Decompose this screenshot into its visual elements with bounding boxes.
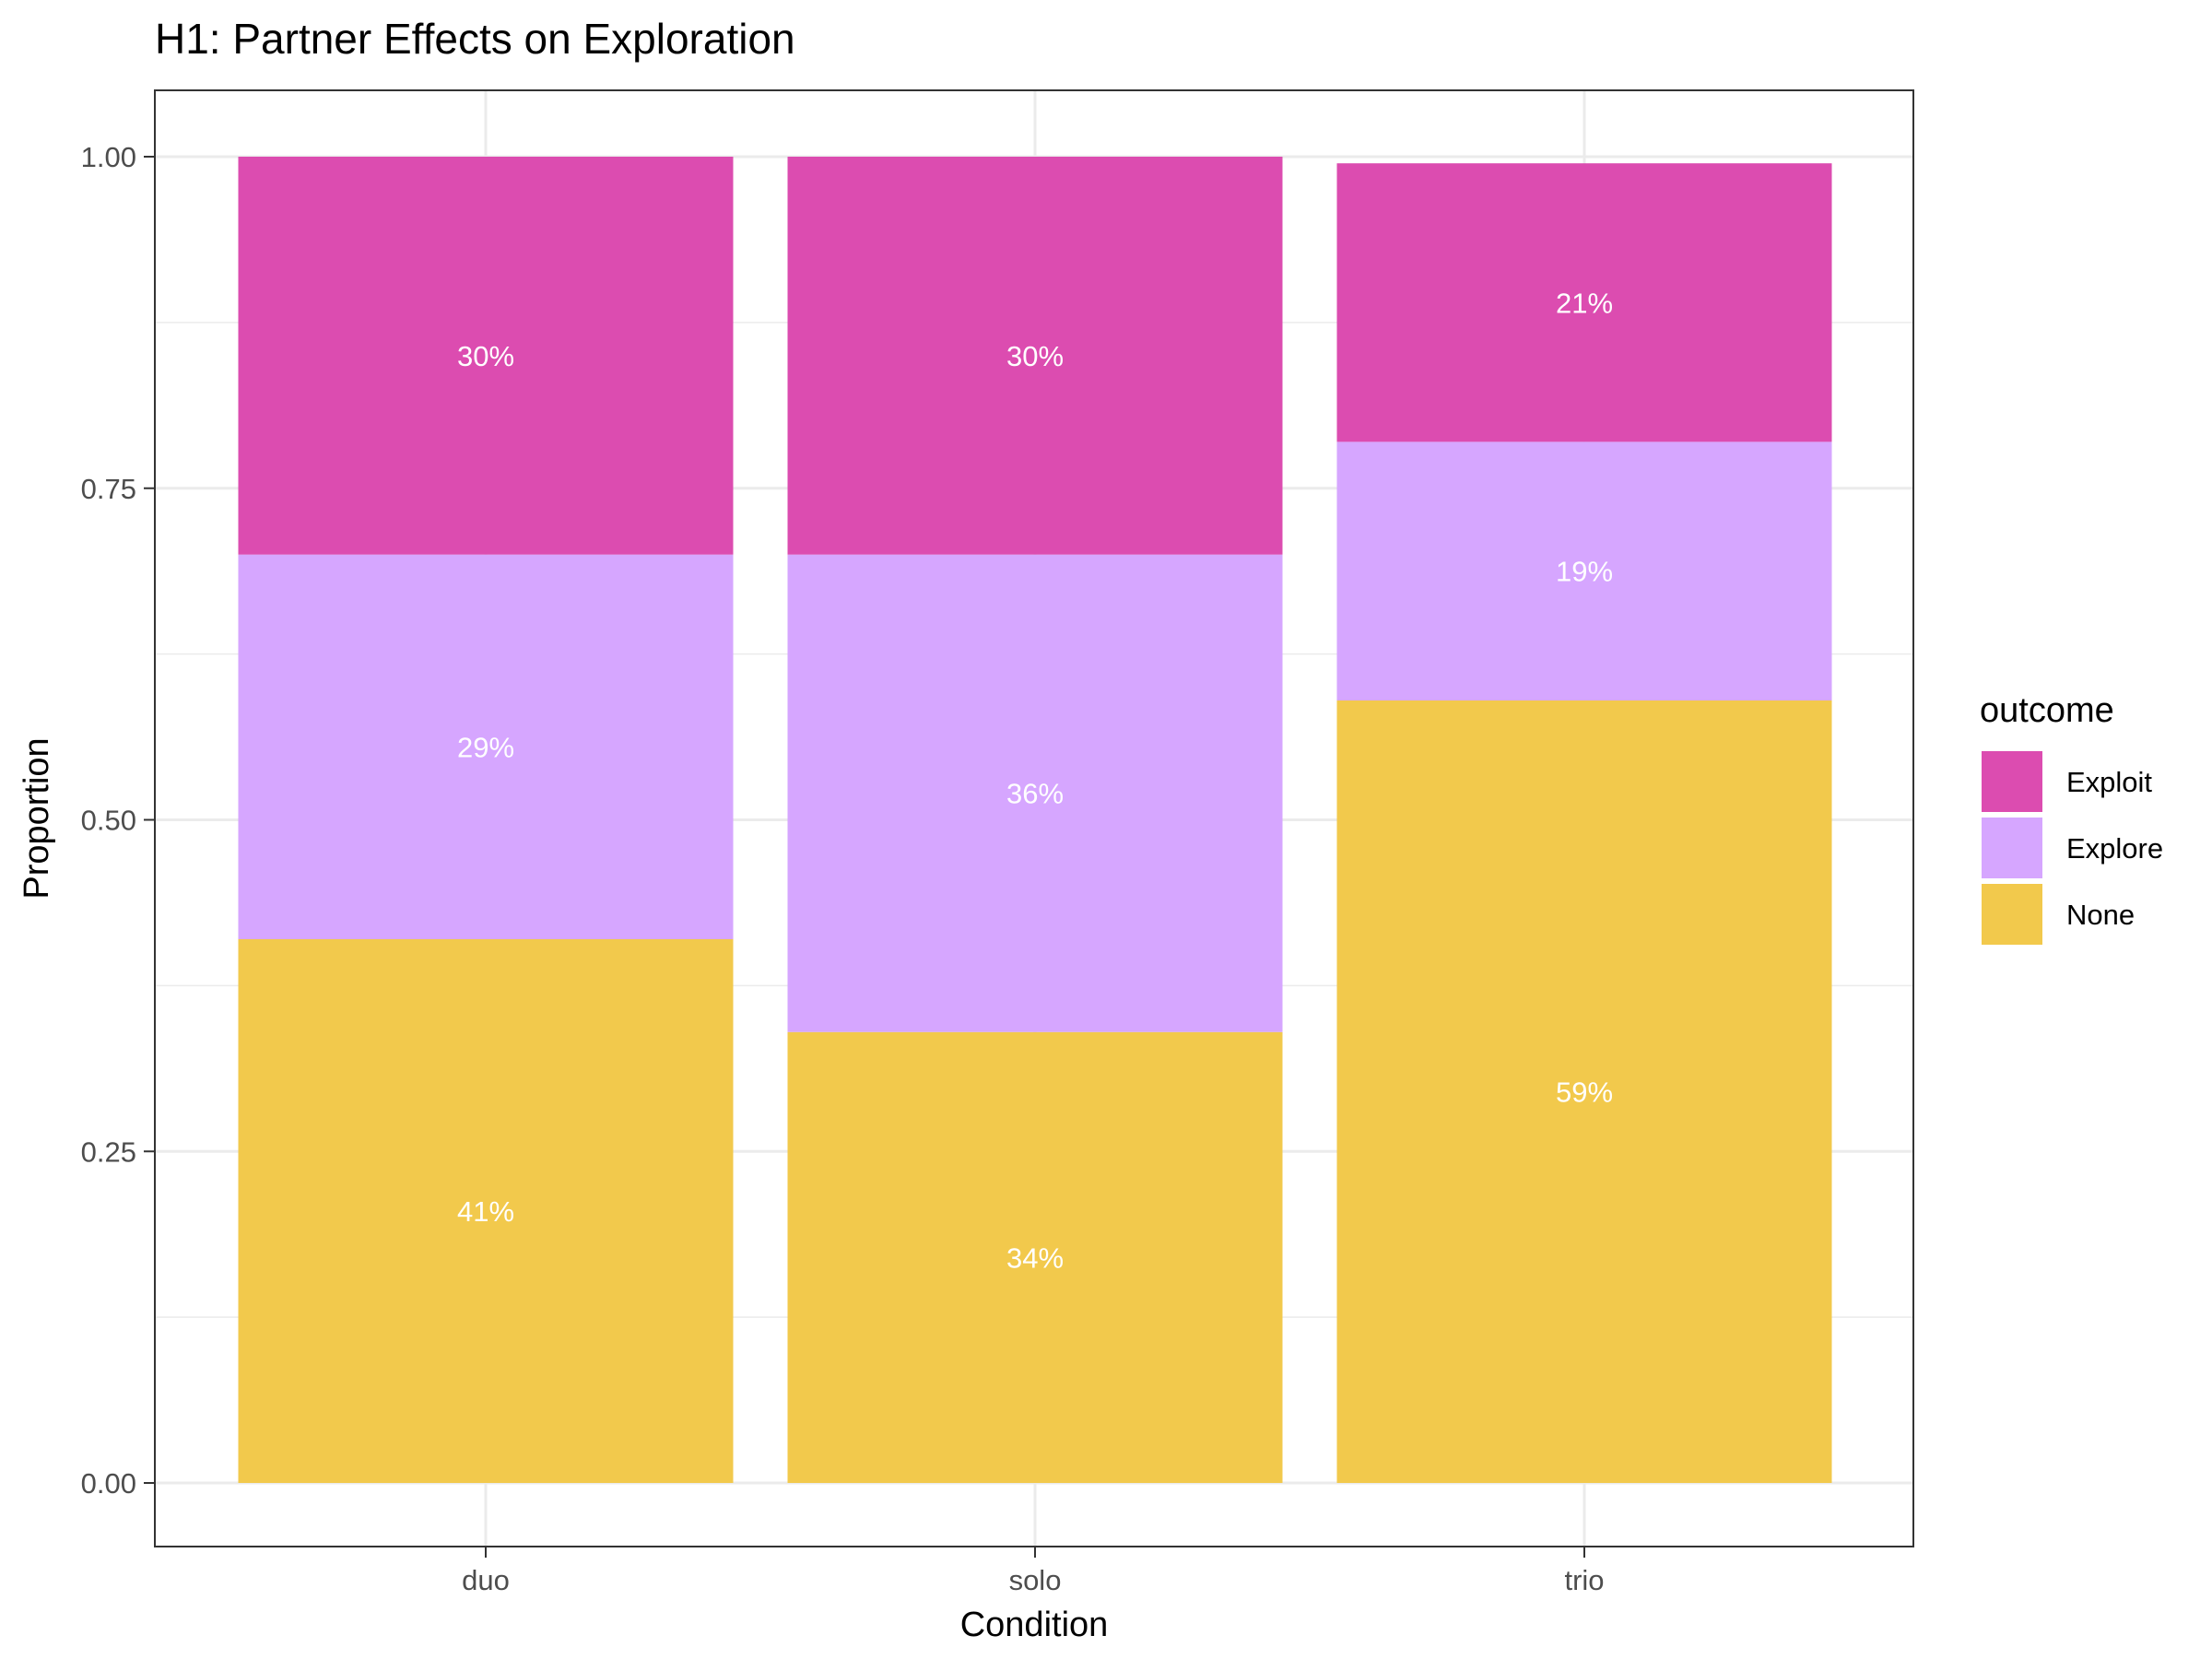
data-label: 34% (1006, 1241, 1064, 1274)
bar-none-trio (1336, 700, 1832, 1483)
legend-title: outcome (1980, 691, 2114, 730)
data-label: 59% (1556, 1076, 1613, 1108)
legend-label: Exploit (2066, 766, 2152, 798)
data-label: 30% (1006, 340, 1064, 372)
legend-label: Explore (2066, 832, 2163, 865)
bars (238, 157, 1832, 1483)
legend-key-explore (1982, 818, 2042, 878)
bar-exploit-duo (238, 157, 734, 555)
x-tick-label: duo (462, 1564, 510, 1596)
data-label: 29% (457, 731, 514, 763)
x-axis-title: Condition (960, 1606, 1109, 1644)
data-label: 21% (1556, 287, 1613, 319)
axes: 0.00 0.25 0.50 0.75 1.00 duo solo trio (81, 141, 1605, 1596)
x-tick-label: solo (1009, 1564, 1062, 1596)
bar-explore-trio (1336, 441, 1832, 700)
bar-exploit-solo (787, 157, 1283, 555)
legend-key-none (1982, 884, 2042, 945)
bar-explore-solo (787, 554, 1283, 1032)
legend: outcome Exploit Explore None (1980, 691, 2163, 945)
data-label: 41% (457, 1195, 514, 1228)
data-label: 19% (1556, 556, 1613, 588)
y-tick-label: 0.25 (81, 1135, 136, 1168)
y-tick-label: 1.00 (81, 141, 136, 173)
data-label: 36% (1006, 778, 1064, 810)
bar-none-duo (238, 939, 734, 1483)
y-tick-label: 0.75 (81, 473, 136, 505)
bar-explore-duo (238, 554, 734, 940)
data-labels: 41% 29% 30% 34% 36% 30% 59% 19% 21% (457, 287, 1613, 1274)
y-tick-label: 0.00 (81, 1467, 136, 1500)
x-tick-label: trio (1564, 1564, 1604, 1596)
y-axis-title: Proportion (18, 737, 56, 899)
y-tick-label: 0.50 (81, 805, 136, 837)
bar-exploit-trio (1336, 163, 1832, 442)
chart-title: H1: Partner Effects on Exploration (155, 15, 795, 63)
bar-none-solo (787, 1031, 1283, 1483)
legend-key-exploit (1982, 751, 2042, 812)
legend-label: None (2066, 899, 2135, 931)
data-label: 30% (457, 340, 514, 372)
